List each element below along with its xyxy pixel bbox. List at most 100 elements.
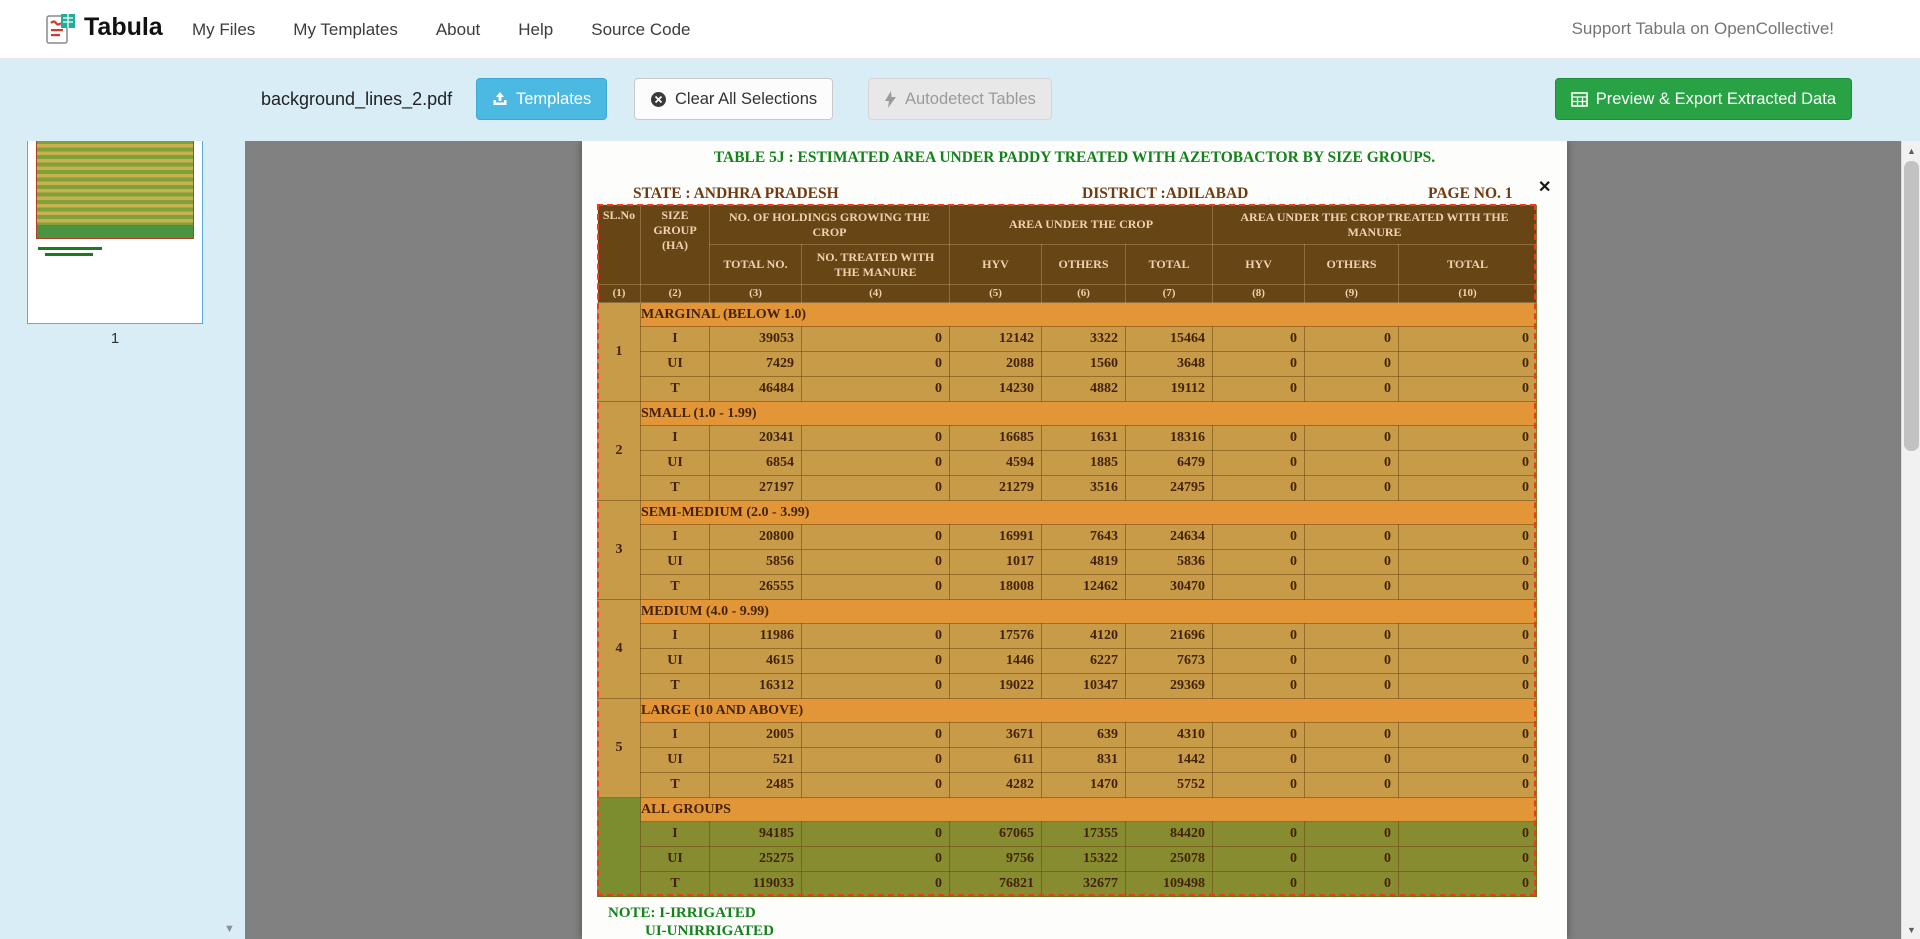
col-number: (2) bbox=[640, 284, 710, 303]
value-cell: 0 bbox=[801, 574, 950, 600]
table-row: T 27197 0 21279 3516 24795 0 0 0 bbox=[598, 475, 1538, 501]
value-cell: 0 bbox=[801, 351, 950, 377]
irrigation-type-cell: T bbox=[640, 871, 710, 897]
value-cell: 521 bbox=[709, 747, 802, 773]
pdf-note-1: NOTE: I-IRRIGATED bbox=[608, 905, 756, 921]
preview-export-button[interactable]: Preview & Export Extracted Data bbox=[1554, 78, 1852, 120]
scroll-down-icon[interactable]: ▼ bbox=[1907, 924, 1916, 935]
slno-cell: 5 bbox=[597, 698, 641, 798]
table-row: I 20341 0 16685 1631 18316 0 0 0 bbox=[598, 425, 1538, 451]
value-cell: 0 bbox=[1304, 623, 1400, 649]
nav-link-source-code[interactable]: Source Code bbox=[591, 19, 691, 39]
thumb-table-footer bbox=[37, 225, 193, 238]
value-cell: 24795 bbox=[1124, 475, 1214, 501]
table-row: T 16312 0 19022 10347 29369 0 0 0 bbox=[598, 673, 1538, 699]
nav-link-about[interactable]: About bbox=[435, 19, 481, 39]
value-cell: 0 bbox=[1212, 722, 1306, 748]
templates-button[interactable]: Templates bbox=[476, 78, 608, 120]
value-cell: 19022 bbox=[949, 673, 1042, 699]
value-cell: 16312 bbox=[709, 673, 802, 699]
toolbar: background_lines_2.pdf Templates Clear A… bbox=[0, 59, 1920, 141]
size-group-row-label: SEMI-MEDIUM (2.0 - 3.99) bbox=[639, 500, 1538, 525]
value-cell: 0 bbox=[1304, 673, 1400, 699]
value-cell: 0 bbox=[801, 722, 950, 748]
value-cell: 6854 bbox=[709, 450, 802, 476]
value-cell: 0 bbox=[1304, 549, 1400, 575]
support-link[interactable]: Support Tabula on OpenCollective! bbox=[1571, 19, 1834, 38]
value-cell: 0 bbox=[1304, 425, 1400, 451]
thumb-table-rows bbox=[37, 125, 193, 225]
value-cell: 0 bbox=[1212, 450, 1306, 476]
sidebar-scroll-down-icon[interactable]: ▼ bbox=[224, 923, 235, 935]
value-cell: 5856 bbox=[709, 549, 802, 575]
value-cell: 1560 bbox=[1041, 351, 1126, 377]
irrigation-type-cell: T bbox=[640, 475, 710, 501]
value-cell: 25078 bbox=[1124, 846, 1214, 872]
value-cell: 15322 bbox=[1041, 846, 1126, 872]
header-others: OTHERS bbox=[1041, 244, 1126, 285]
value-cell: 1446 bbox=[949, 648, 1042, 674]
value-cell: 25275 bbox=[709, 846, 802, 872]
value-cell: 4120 bbox=[1041, 623, 1126, 649]
col-number: (8) bbox=[1212, 284, 1306, 303]
selection-box[interactable] bbox=[597, 204, 1536, 896]
table-row: I 20800 0 16991 7643 24634 0 0 0 bbox=[598, 524, 1538, 550]
value-cell: 0 bbox=[1304, 722, 1400, 748]
col-number: (5) bbox=[949, 284, 1042, 303]
value-cell: 1442 bbox=[1124, 747, 1214, 773]
autodetect-tables-button[interactable]: Autodetect Tables bbox=[868, 78, 1052, 120]
value-cell: 12462 bbox=[1041, 574, 1126, 600]
value-cell: 0 bbox=[1212, 821, 1306, 847]
page-number-label: 1 bbox=[110, 330, 120, 347]
clear-all-selections-button[interactable]: Clear All Selections bbox=[634, 78, 834, 120]
pdf-table-head: SL.No SIZE GROUP (HA) NO. OF HOLDINGS GR… bbox=[597, 204, 1538, 303]
value-cell: 9756 bbox=[949, 846, 1042, 872]
nav-link-my-files[interactable]: My Files bbox=[192, 19, 256, 39]
header-size-group: SIZE GROUP (HA) bbox=[640, 204, 710, 285]
value-cell: 30470 bbox=[1124, 574, 1214, 600]
header-total: TOTAL bbox=[1124, 244, 1214, 285]
value-cell: 0 bbox=[1398, 821, 1538, 847]
value-cell: 0 bbox=[801, 673, 950, 699]
pdf-state-label: STATE : ANDHRA PRADESH bbox=[633, 185, 839, 202]
value-cell: 0 bbox=[1212, 326, 1306, 352]
size-group-row-label: SMALL (1.0 - 1.99) bbox=[639, 401, 1538, 426]
value-cell: 0 bbox=[1304, 648, 1400, 674]
value-cell: 0 bbox=[1212, 524, 1306, 550]
value-cell: 17576 bbox=[949, 623, 1042, 649]
irrigation-type-cell: UI bbox=[640, 549, 710, 575]
header-slno: SL.No bbox=[597, 204, 641, 285]
value-cell: 0 bbox=[801, 549, 950, 575]
table-row: I 11986 0 17576 4120 21696 0 0 0 bbox=[598, 623, 1538, 649]
value-cell: 0 bbox=[801, 475, 950, 501]
nav-link-my-templates[interactable]: My Templates bbox=[293, 19, 398, 39]
tabula-logo-icon[interactable] bbox=[44, 13, 76, 46]
value-cell: 0 bbox=[801, 747, 950, 773]
value-cell: 27197 bbox=[709, 475, 802, 501]
value-cell: 0 bbox=[801, 326, 950, 352]
pdf-district-label: DISTRICT :ADILABAD bbox=[1082, 185, 1249, 202]
value-cell: 0 bbox=[1212, 623, 1306, 649]
value-cell: 0 bbox=[1304, 475, 1400, 501]
viewer-scrollbar[interactable]: ▲ ▼ bbox=[1901, 141, 1920, 939]
thumb-note-line bbox=[38, 247, 102, 250]
value-cell: 0 bbox=[1212, 425, 1306, 451]
pdf-page[interactable]: TABLE 5J : ESTIMATED AREA UNDER PADDY TR… bbox=[582, 141, 1567, 939]
selection-close-icon[interactable]: ✕ bbox=[1538, 179, 1552, 196]
irrigation-type-cell: I bbox=[640, 722, 710, 748]
table-row: I 2005 0 3671 639 4310 0 0 0 bbox=[598, 722, 1538, 748]
header-area-treated: AREA UNDER THE CROP TREATED WITH THE MAN… bbox=[1212, 204, 1538, 245]
pdf-table-body: 1 MARGINAL (BELOW 1.0) I 39053 0 12142 3322 154… bbox=[597, 302, 1538, 897]
value-cell: 0 bbox=[1398, 549, 1538, 575]
header-area: AREA UNDER THE CROP bbox=[948, 204, 1214, 245]
value-cell: 0 bbox=[1398, 722, 1538, 748]
value-cell: 109498 bbox=[1124, 871, 1214, 897]
size-group-row-label: MEDIUM (4.0 - 9.99) bbox=[639, 599, 1538, 624]
brand-title[interactable]: Tabula bbox=[84, 13, 163, 41]
scrollbar-thumb[interactable] bbox=[1904, 161, 1919, 451]
table-row: T 119033 0 76821 32677 109498 0 0 0 bbox=[598, 871, 1538, 897]
scroll-up-icon[interactable]: ▲ bbox=[1907, 145, 1916, 156]
value-cell: 18316 bbox=[1124, 425, 1214, 451]
value-cell: 26555 bbox=[709, 574, 802, 600]
nav-link-help[interactable]: Help bbox=[518, 19, 554, 39]
